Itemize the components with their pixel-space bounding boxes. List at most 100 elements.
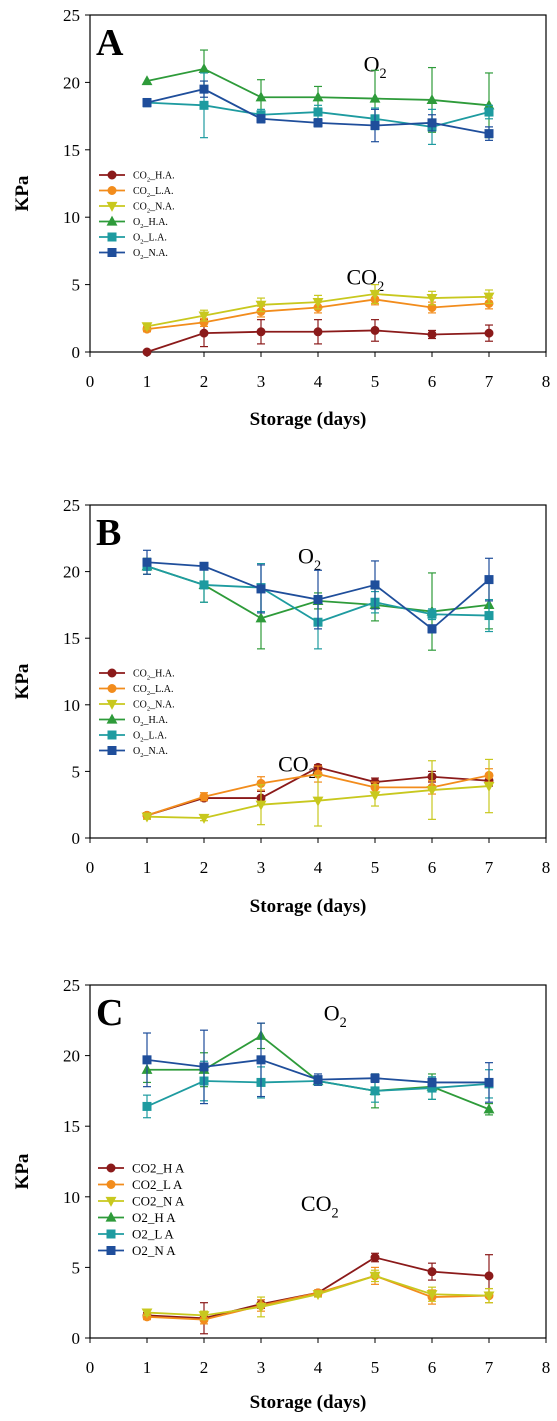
data-point [142,98,152,108]
legend-swatch-marker [107,684,117,693]
series-3 [141,1022,495,1116]
x-axis-label: Storage (days) [250,896,367,917]
x-tick-label: 7 [485,372,494,391]
legend-entry-text: CO2_N A [132,1194,185,1209]
data-point [427,1077,437,1087]
legend-swatch-marker [107,730,117,740]
legend-entry-text: CO2_L A [132,1177,183,1192]
series-0 [142,319,494,357]
series-line [146,1256,490,1320]
legend-swatch-marker [106,1180,116,1189]
legend-entry-suffix: _H.A. [142,217,167,228]
data-point [426,293,438,304]
data-point [199,100,209,110]
x-tick-label: 2 [200,372,209,391]
legend-entry-text: CO [133,171,147,182]
annotation-co2-subscript: 2 [377,279,384,295]
x-tick-label: 7 [485,858,494,877]
legend-entry-subscript: 2 [140,752,143,759]
data-point [312,1290,324,1301]
legend-entry-subscript: 2 [147,208,150,215]
legend-entry-subscript: 2 [140,737,143,744]
annotation-co2-text: CO [278,751,309,776]
y-tick-label: 5 [72,1258,81,1277]
data-point [255,1302,267,1313]
data-point [484,1271,494,1281]
x-tick-label: 5 [371,858,380,877]
legend-swatch-marker [105,1196,117,1207]
legend-entry-text: CO [133,684,147,695]
legend-entry-subscript: 2 [140,223,143,230]
legend-entry-text: O [133,746,140,757]
legend-swatch-marker [107,668,117,678]
legend-entry-suffix: _H.A. [142,715,167,726]
legend-entry: CO2_H.A. [133,171,175,184]
data-point [369,1271,381,1282]
x-tick-label: 0 [86,1358,95,1377]
legend-entry-text: CO [133,700,147,711]
data-point [256,584,266,594]
x-tick-label: 1 [143,372,152,391]
x-tick-label: 8 [542,858,551,877]
data-point [426,785,438,796]
data-point [255,300,267,311]
data-point [312,298,324,308]
data-point [369,92,381,103]
data-point [198,63,210,74]
data-point [142,1101,152,1111]
data-point [199,580,209,590]
x-tick-label: 1 [143,858,152,877]
data-point [370,580,380,590]
legend-entry-text: CO [133,669,147,680]
annotation-co2: CO2 [278,751,316,782]
data-point [141,1308,153,1319]
annotation-o2-text: O [364,52,380,77]
y-axis-label: KPa [12,663,33,699]
data-point [370,121,380,131]
legend-entry: O2_N.A. [133,746,168,759]
data-point [427,118,437,128]
x-tick-label: 5 [371,372,380,391]
annotation-co2: CO2 [301,1191,339,1222]
data-point [370,1086,380,1096]
legend-swatch-marker [107,746,117,755]
data-point [141,812,153,823]
data-point [483,292,495,303]
data-point [198,311,210,322]
legend-entry-text: O2_H A [132,1210,176,1225]
x-tick-label: 2 [200,858,209,877]
data-point [313,1075,323,1085]
legend-entry-suffix: _N.A. [149,700,174,711]
y-tick-label: 20 [63,1047,80,1066]
legend-entry-suffix: _N.A. [142,248,167,259]
data-point [312,796,324,807]
data-point [426,1290,438,1301]
legend-entry: O2_L.A. [133,233,167,246]
data-point [484,1077,494,1087]
legend-swatch-marker [106,1246,116,1255]
y-tick-label: 5 [72,276,81,295]
y-tick-label: 25 [63,976,80,995]
data-point [483,781,495,792]
data-point [312,91,324,102]
series-4 [142,72,494,146]
panel-label: B [96,512,121,554]
legend-swatch-marker [105,1211,117,1222]
data-point [370,1253,380,1263]
y-tick-label: 5 [72,762,81,781]
data-point [427,329,437,339]
annotation-co2-text: CO [301,1191,332,1216]
data-point [256,1055,266,1065]
legend-entry: CO2_H A [132,1161,185,1176]
data-point [313,327,323,337]
data-point [199,561,209,571]
legend-entry: O2_H A [132,1210,176,1225]
legend-swatch-marker [106,1229,116,1239]
data-point [369,289,381,300]
legend-swatch-marker [107,232,117,242]
x-tick-label: 8 [542,1358,551,1377]
x-axis-label: Storage (days) [250,1392,367,1413]
